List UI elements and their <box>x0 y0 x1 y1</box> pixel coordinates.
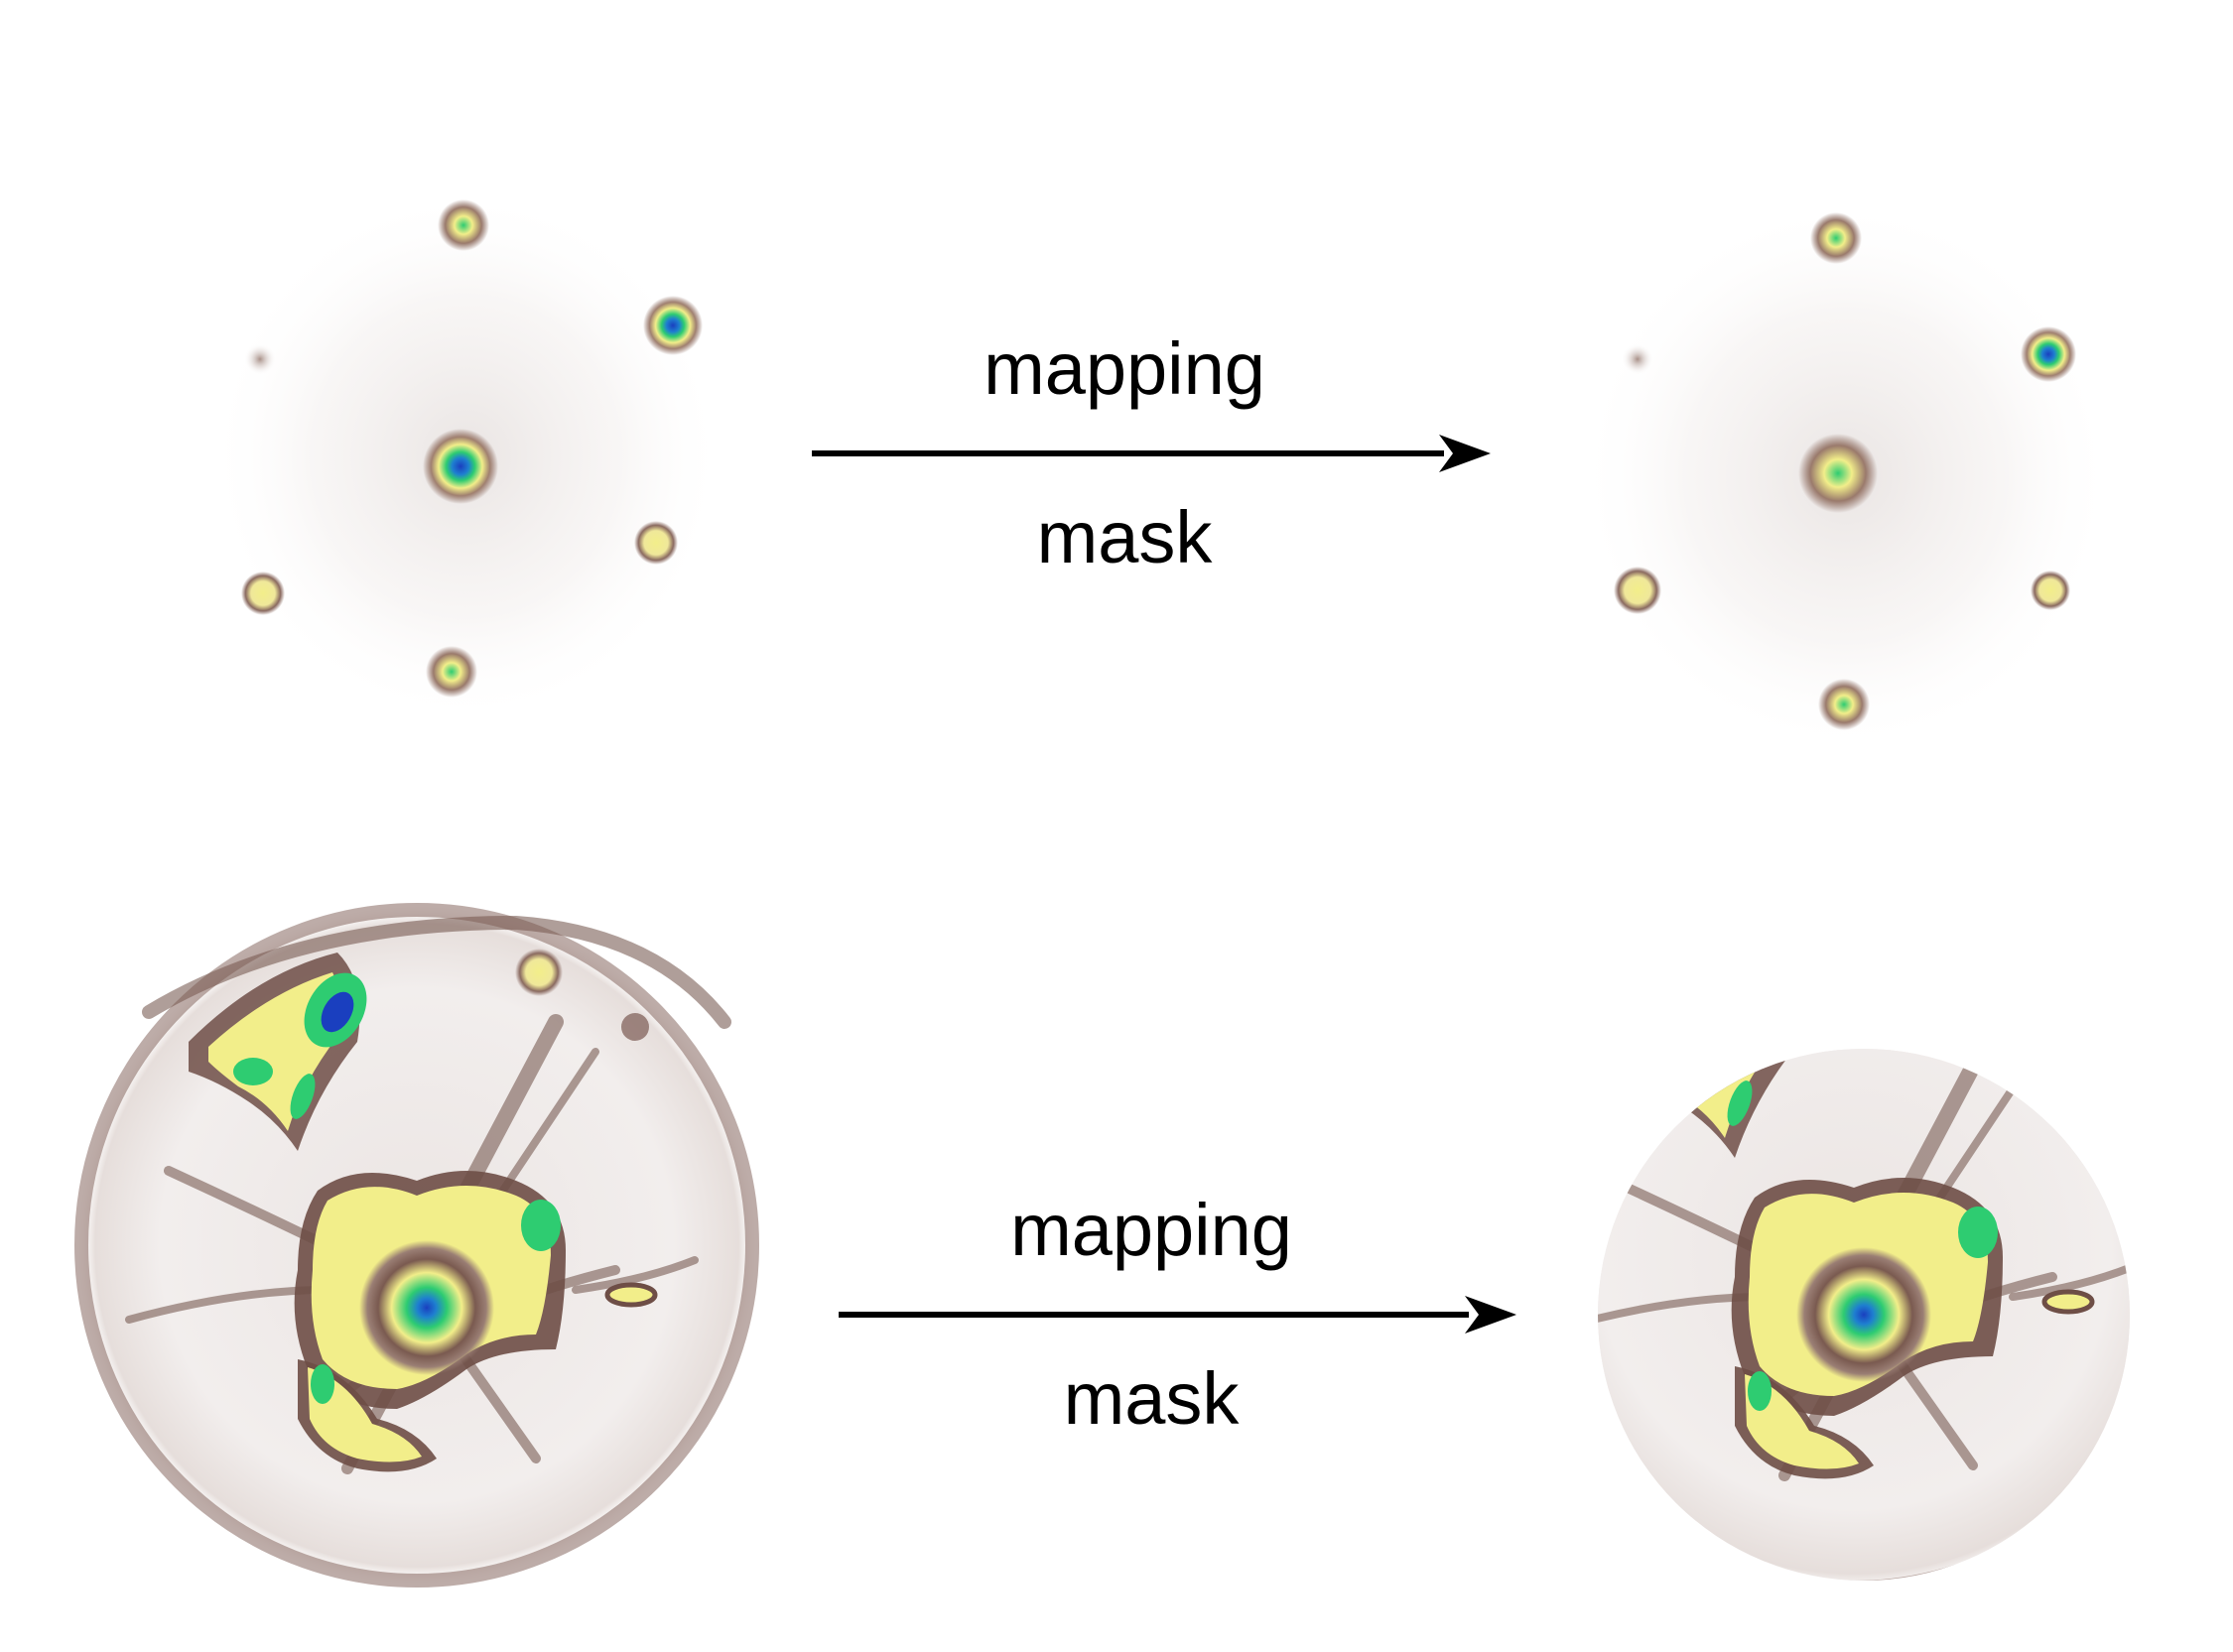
arrow-label-bottom-row2: mask <box>1064 1357 1241 1440</box>
arrow-label-top-row2: mapping <box>1010 1189 1292 1271</box>
kikuchi-pattern-original <box>74 903 759 1588</box>
mapping-arrow-row2: mapping mask <box>839 1189 1516 1440</box>
arrow-label-top-row1: mapping <box>984 327 1265 410</box>
spot-pattern-mapped <box>1578 198 2114 754</box>
kikuchi-pattern-masked <box>1598 1049 2130 1581</box>
mapping-arrow-row1: mapping mask <box>812 327 1491 578</box>
arrow-label-bottom-row1: mask <box>1037 496 1214 578</box>
spot-pattern-original <box>208 189 724 724</box>
